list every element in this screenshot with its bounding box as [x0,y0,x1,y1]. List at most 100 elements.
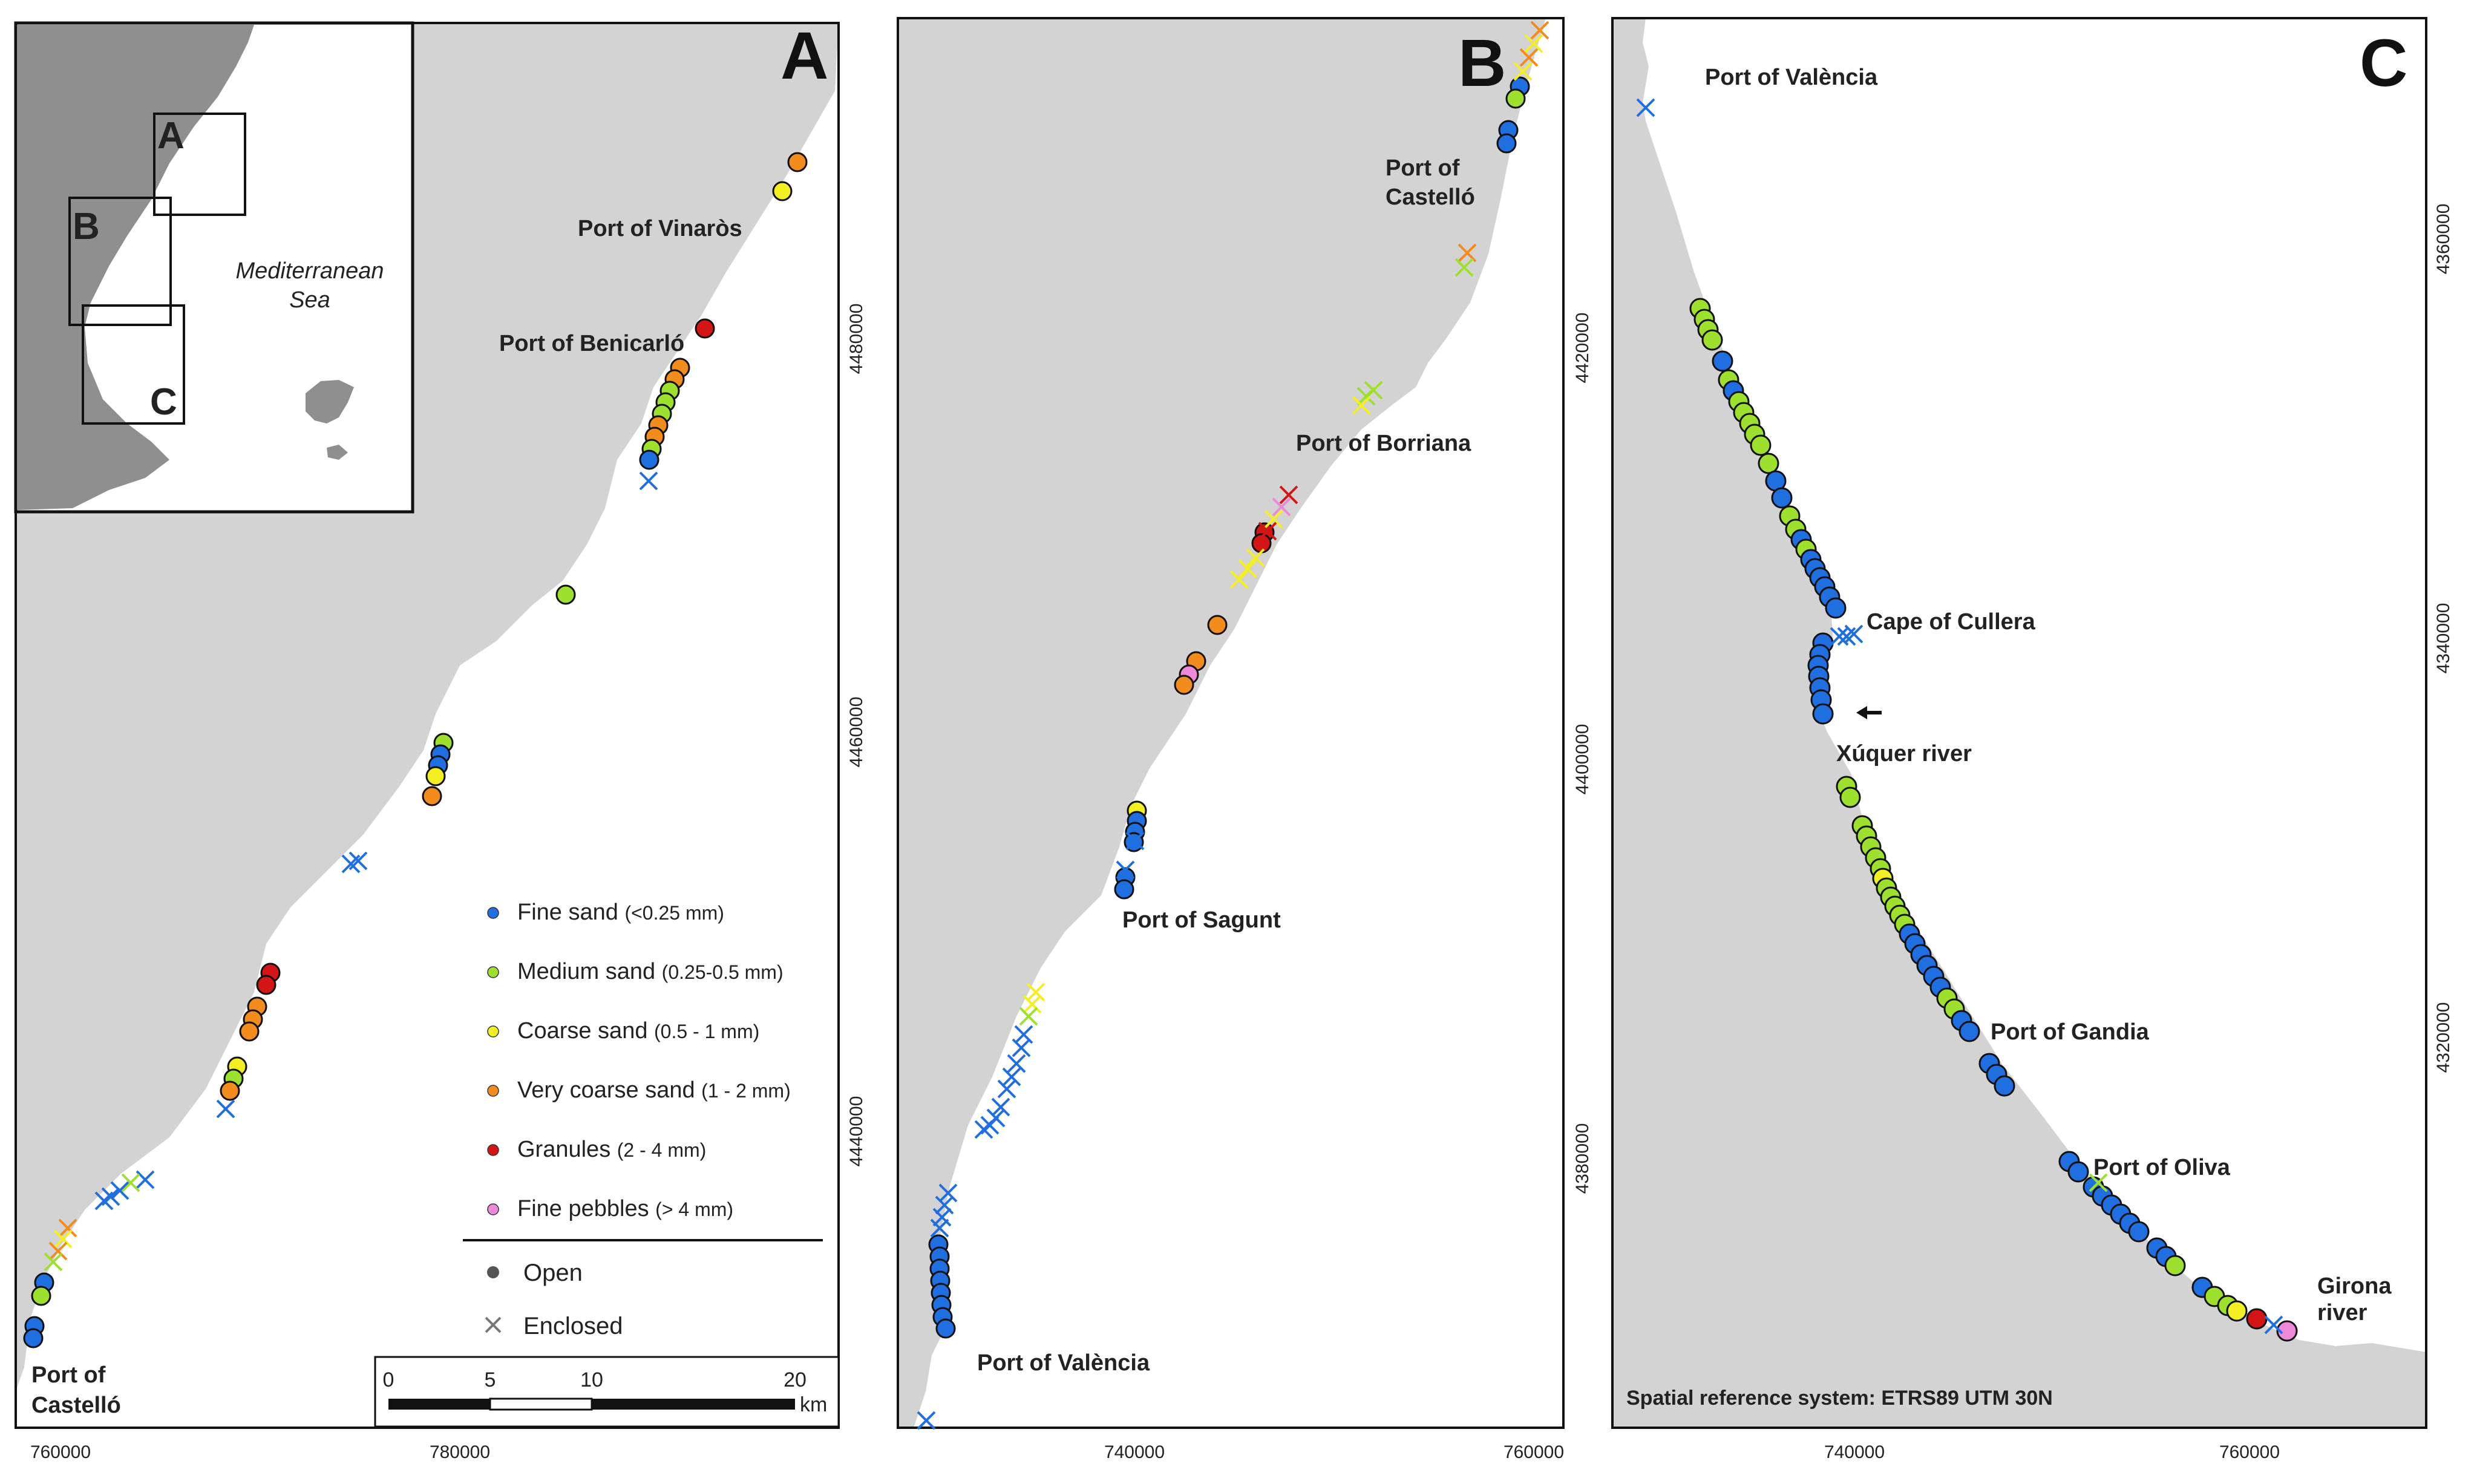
label-port-castello-a-2: Castelló [31,1393,121,1418]
sample-open-very-coarse-sand [220,1080,240,1101]
legend-range-5: (> 4 mm) [655,1198,733,1220]
sample-enclosed-fine-sand [136,1170,155,1189]
xuquer-arrow-icon [1856,706,1882,719]
legend-name-5: Fine pebbles [517,1196,655,1221]
sample-enclosed-coarse-sand [1264,509,1283,529]
sample-enclosed-fine-sand [974,1120,993,1139]
panel-a-xtick-2: 780000 [430,1442,490,1462]
panel-b-letter: B [1458,26,1506,100]
sample-open-medium-sand [1758,453,1779,474]
sample-enclosed-fine-sand [110,1181,129,1200]
scale-unit: km [800,1393,827,1416]
sample-enclosed-very-coarse-sand [58,1218,77,1238]
label-port-benicarlo: Port of Benicarló [499,331,684,356]
inset-islet [327,445,348,460]
inset-label-a: A [157,115,185,157]
sample-enclosed-fine-sand [1002,1067,1021,1087]
sample-open-very-coarse-sand [787,152,808,172]
sample-enclosed-fine-sand [1830,627,1849,646]
sample-enclosed-coarse-sand [1513,62,1533,81]
legend-name-4: Granules [517,1137,617,1162]
panel-a-ytick-1: 4480000 [846,304,866,374]
sample-open-fine-sand [1496,133,1517,154]
sample-enclosed-very-coarse-sand [1530,21,1549,40]
sample-enclosed-medium-sand [1019,1007,1038,1026]
panel-a-letter: A [780,19,828,93]
label-port-castello-b-2: Castelló [1386,185,1475,210]
sample-open-fine-sand [1825,597,1847,619]
sample-enclosed-granules [1258,521,1277,541]
inset-label-b: B [73,206,100,247]
sample-open-medium-sand [31,1286,51,1306]
inset-land [18,25,254,510]
panel-a-ytick-2: 4460000 [846,697,866,768]
panel-c-ytick-1: 4360000 [2433,204,2453,275]
label-xuquer-river: Xúquer river [1836,741,1972,767]
sample-open-coarse-sand [425,766,446,786]
sample-open-granules [256,975,276,995]
sample-enclosed-fine-sand [2264,1315,2283,1335]
inset-island [306,380,354,423]
panel-b-sea [898,18,1546,1428]
legend-label-1: Medium sand (0.25-0.5 mm) [517,959,784,984]
label-port-oliva: Port of Oliva [2093,1155,2231,1180]
legend-swatch-4 [487,1144,499,1156]
sample-open-fine-sand [2128,1221,2150,1243]
scale-tick-0: 0 [383,1368,394,1391]
sample-open-coarse-sand [2226,1300,2248,1322]
sample-enclosed-fine-sand [1636,98,1655,117]
label-port-borriana: Port of Borriana [1296,431,1471,456]
sample-enclosed-fine-sand [348,851,368,871]
sample-enclosed-fine-sand [1125,831,1145,851]
panel-c-sea [1612,18,2426,1428]
sample-open-very-coarse-sand [239,1021,260,1042]
sample-enclosed-fine-sand [216,1099,235,1119]
panel-c-xtick-2: 760000 [2219,1442,2280,1462]
panel-c-ytick-2: 4340000 [2433,603,2453,674]
sample-enclosed-fine-sand [1007,1054,1026,1073]
legend: Fine sand (<0.25 mm) Medium sand (0.25-0.… [463,900,823,1339]
panel-b-ytick-1: 4420000 [1572,313,1592,384]
sample-enclosed-coarse-sand [53,1229,73,1249]
inset-box-b [68,197,172,326]
sample-enclosed-medium-sand [1364,381,1383,400]
sample-enclosed-coarse-sand [1246,548,1265,567]
panel-b-xtick-1: 740000 [1104,1442,1165,1462]
sample-open-fine-sand [2067,1161,2089,1183]
legend-enclosed-symbol [485,1316,502,1333]
panel-c-ytick-3: 4320000 [2433,1002,2453,1073]
sample-enclosed-medium-sand [121,1173,140,1192]
inset-label-c: C [150,381,177,423]
sample-open-fine-sand [1712,350,1733,372]
sample-enclosed-very-coarse-sand [1519,48,1539,67]
sample-enclosed-fine-sand [1012,1038,1031,1057]
legend-swatch-1 [487,966,499,978]
sample-enclosed-fine-sand [991,1097,1010,1117]
panel-c-samples [1636,98,2298,1342]
inset-box-c [82,304,185,425]
sample-open-coarse-sand [772,181,793,201]
legend-open-symbol [487,1266,499,1278]
legend-label-2: Coarse sand (0.5 - 1 mm) [517,1018,759,1044]
sample-enclosed-coarse-sand [1238,559,1257,578]
sample-enclosed-granules [1279,485,1298,505]
sample-open-very-coarse-sand [422,786,442,806]
legend-label-4: Granules (2 - 4 mm) [517,1137,706,1162]
legend-swatch-5 [487,1203,499,1215]
legend-range-4: (2 - 4 mm) [617,1139,707,1161]
sample-open-fine-sand [935,1318,956,1339]
panel-b-xtick-2: 760000 [1504,1442,1564,1462]
sample-open-medium-sand [1750,434,1772,456]
label-port-valencia-c: Port of València [1705,65,1878,90]
sample-enclosed-fine-sand [917,1411,936,1430]
sample-open-granules [695,318,715,339]
sample-enclosed-coarse-sand [1026,982,1045,1002]
sample-open-medium-sand [555,584,576,605]
sample-open-medium-sand [1839,786,1861,808]
inset-box-a [153,113,246,216]
legend-open-label: Open [523,1260,583,1286]
scale-tick-20: 20 [784,1368,807,1391]
sample-enclosed-coarse-sand [1229,570,1249,589]
panel-a: A Port of Vinaròs Port of Benicarló Port… [14,19,866,1462]
